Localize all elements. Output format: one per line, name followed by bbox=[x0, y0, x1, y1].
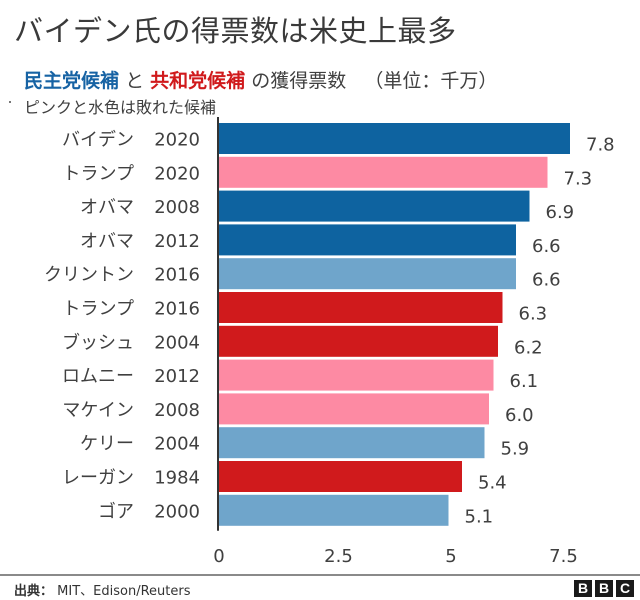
value-label: 6.0 bbox=[505, 405, 534, 426]
bar-7 bbox=[219, 359, 494, 391]
value-label: 5.9 bbox=[501, 439, 530, 460]
category-year-label: 2004 bbox=[154, 434, 200, 455]
bar-11 bbox=[219, 494, 449, 526]
category-year-label: 2016 bbox=[154, 299, 200, 320]
source-text: MIT、Edison/Reuters bbox=[57, 584, 191, 599]
category-name-label: クリントン bbox=[44, 265, 134, 286]
bar-0 bbox=[219, 123, 570, 154]
category-year-label: 2012 bbox=[154, 366, 200, 387]
subtitle-unit: （単位：千万） bbox=[364, 70, 498, 92]
category-name-label: ゴア bbox=[98, 501, 134, 522]
bar-3 bbox=[219, 224, 516, 256]
bar-8 bbox=[219, 393, 489, 425]
bar-chart: バイデン 2020 トランプ 2020 オバマ 2008 オバマ 2012 クリントン 2016 ト… bbox=[44, 117, 615, 567]
category-year-label: 2004 bbox=[154, 332, 200, 353]
category-name-label: バイデン bbox=[62, 130, 134, 151]
category-name-label: ケリー bbox=[80, 434, 134, 455]
chart-subtitle: 民主党候補 と 共和党候補 の獲得票数 （単位：千万） bbox=[24, 66, 497, 93]
bar-1 bbox=[219, 156, 548, 188]
category-name-label: トランプ bbox=[63, 163, 134, 184]
x-tick-label: 2.5 bbox=[324, 546, 353, 567]
bar-2 bbox=[219, 190, 530, 222]
category-year-label: 2008 bbox=[154, 197, 200, 218]
category-name-label: オバマ bbox=[80, 231, 134, 252]
source-label: 出典： bbox=[14, 584, 54, 599]
value-label: 6.6 bbox=[532, 236, 561, 257]
footer-divider bbox=[0, 574, 640, 576]
category-year-label: 2012 bbox=[154, 231, 200, 252]
value-label: 7.3 bbox=[564, 168, 593, 189]
legend-republican: 共和党候補 bbox=[150, 70, 246, 92]
bbc-logo-letter: C bbox=[616, 580, 634, 597]
category-year-label: 2008 bbox=[154, 400, 200, 421]
x-tick-label: 7.5 bbox=[549, 546, 578, 567]
category-labels: バイデン 2020 トランプ 2020 オバマ 2008 オバマ 2012 クリントン 2016 ト… bbox=[44, 130, 200, 523]
category-year-label: 2016 bbox=[154, 265, 200, 286]
category-name-label: ロムニー bbox=[62, 366, 134, 387]
value-label: 6.1 bbox=[510, 371, 539, 392]
category-name-label: レーガン bbox=[62, 468, 134, 489]
legend-democrat: 民主党候補 bbox=[24, 70, 120, 92]
bar-4 bbox=[219, 258, 516, 290]
bar-10 bbox=[219, 461, 462, 492]
value-label: 6.3 bbox=[519, 304, 548, 325]
category-year-label: 2020 bbox=[154, 130, 200, 151]
bar-6 bbox=[219, 325, 498, 357]
chart-note: ピンクと水色は敗れた候補 bbox=[24, 98, 217, 117]
value-label: 5.1 bbox=[465, 506, 494, 527]
value-label: 6.2 bbox=[514, 337, 543, 358]
category-name-label: マケイン bbox=[62, 400, 134, 421]
x-tick-labels: 0 2.5 5 7.5 bbox=[213, 546, 578, 567]
value-label: 6.6 bbox=[532, 270, 561, 291]
category-name-label: トランプ bbox=[63, 299, 134, 320]
bar-9 bbox=[219, 427, 485, 459]
subtitle-rest: の獲得票数 bbox=[251, 70, 347, 92]
x-tick-label: 5 bbox=[445, 546, 456, 567]
bbc-logo: B B C bbox=[574, 580, 634, 597]
value-label: 7.8 bbox=[586, 135, 615, 156]
value-labels: 7.8 7.3 6.9 6.6 6.6 6.3 6.2 6.1 6.0 5.9 5.4 5.1 bbox=[465, 135, 615, 528]
category-year-label: 1984 bbox=[154, 468, 200, 489]
bbc-logo-letter: B bbox=[574, 580, 592, 597]
value-label: 5.4 bbox=[478, 473, 507, 494]
value-label: 6.9 bbox=[546, 202, 575, 223]
subtitle-joiner: と bbox=[125, 70, 145, 92]
source-credit: 出典： MIT、Edison/Reuters bbox=[14, 580, 190, 599]
bars-group bbox=[219, 123, 570, 526]
category-year-label: 2020 bbox=[154, 163, 200, 184]
category-year-label: 2000 bbox=[154, 501, 200, 522]
bar-5 bbox=[219, 292, 503, 323]
category-name-label: オバマ bbox=[80, 197, 134, 218]
bbc-logo-letter: B bbox=[595, 580, 613, 597]
chart-title: バイデン氏の得票数は米史上最多 bbox=[14, 14, 457, 48]
category-name-label: ブッシュ bbox=[62, 331, 134, 353]
x-tick-label: 0 bbox=[213, 546, 224, 567]
stray-dot bbox=[9, 101, 11, 103]
